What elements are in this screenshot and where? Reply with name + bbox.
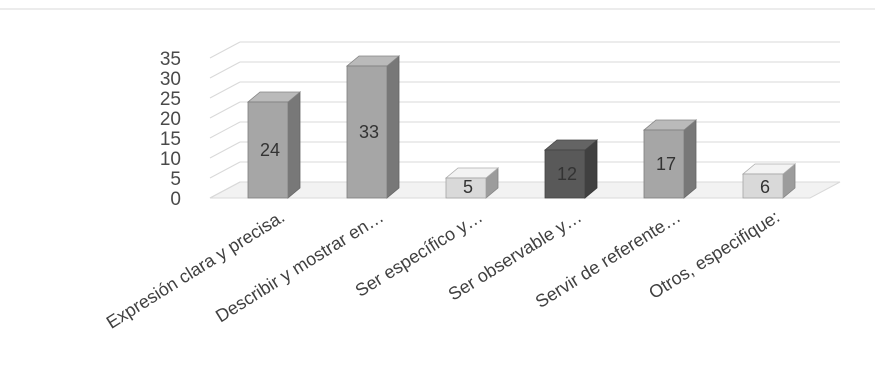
bar-front-face	[544, 149, 586, 199]
bar-front-face	[643, 129, 685, 199]
gridline-diagonal	[209, 121, 241, 139]
bar-front-face	[742, 173, 784, 199]
data-label: 6	[760, 177, 770, 197]
bar-side-face	[287, 91, 301, 199]
bar	[543, 139, 599, 199]
bar	[741, 163, 797, 199]
bar-side-face	[683, 119, 697, 199]
y-tick-label: 15	[160, 129, 181, 150]
y-tick-label: 20	[160, 109, 181, 130]
data-label: 33	[359, 122, 379, 142]
bar	[345, 55, 401, 199]
y-tick-label: 10	[160, 149, 181, 170]
data-label: 5	[463, 177, 473, 197]
gridline-diagonal	[209, 81, 241, 99]
bar	[444, 167, 500, 199]
x-category-label: Expresión clara y precisa.	[103, 206, 288, 332]
y-tick-label: 0	[170, 189, 181, 210]
bars-layer	[246, 55, 797, 199]
bar	[246, 91, 302, 199]
bar	[642, 119, 698, 199]
x-category-label: Describir y mostrar en…	[212, 206, 387, 326]
gridline-diagonal	[209, 141, 241, 159]
data-label: 12	[557, 164, 577, 184]
y-tick-label: 30	[160, 69, 181, 90]
gridline-diagonal	[209, 61, 241, 79]
bar-front-face	[346, 65, 388, 199]
data-label: 17	[656, 154, 676, 174]
gridline-diagonal	[209, 101, 241, 119]
bar-front-face	[445, 177, 487, 199]
bar-side-face	[386, 55, 400, 199]
gridline-diagonal	[209, 41, 241, 59]
bar-front-face	[247, 101, 289, 199]
y-tick-label: 25	[160, 89, 181, 110]
gridline-diagonal	[209, 181, 241, 199]
y-tick-label: 35	[160, 49, 181, 70]
gridline-diagonal	[209, 161, 241, 179]
y-tick-label: 5	[170, 169, 181, 190]
data-label: 24	[260, 140, 280, 160]
